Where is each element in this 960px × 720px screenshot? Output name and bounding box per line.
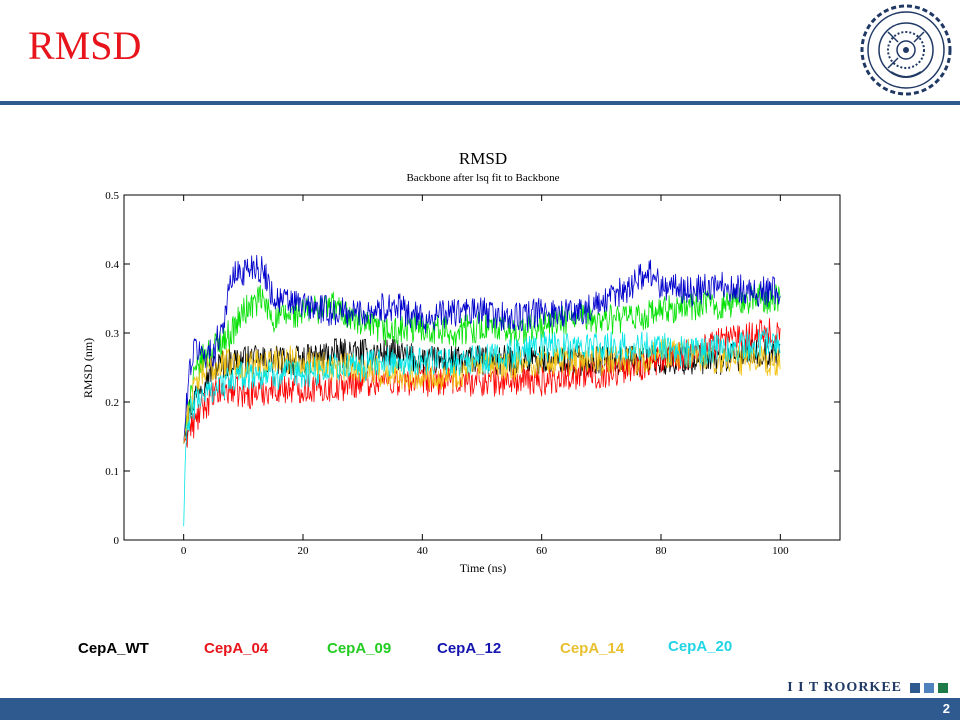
legend-label-cepa-04: CepA_04 (204, 640, 269, 657)
plot-frame (123, 194, 841, 541)
iit-roorkee-logo (858, 2, 954, 98)
x-tick-label: 60 (536, 545, 548, 557)
slide-title: RMSD (28, 23, 142, 68)
y-tick-label: 0.5 (105, 190, 119, 202)
page-number: 2 (942, 701, 950, 716)
legend-label-cepa-20: CepA_20 (668, 638, 733, 655)
brand-square-2 (924, 683, 934, 693)
legend-label-cepa-wt: CepA_WT (78, 640, 149, 657)
legend-label-cepa-09: CepA_09 (327, 640, 392, 657)
x-tick-label: 40 (417, 545, 429, 557)
y-tick-label: 0.2 (105, 397, 119, 409)
series-line-cepa-20 (183, 327, 781, 527)
chart-subtitle: Backbone after lsq fit to Backbone (406, 172, 559, 184)
x-axis-label: Time (ns) (460, 561, 507, 575)
y-tick-label: 0.1 (105, 466, 119, 478)
chart-title: RMSD (459, 149, 507, 168)
brand-square-3 (938, 683, 948, 693)
y-tick-label: 0 (114, 535, 120, 547)
y-tick-label: 0.3 (105, 328, 119, 340)
logo-emblem-icon (860, 4, 952, 96)
y-axis-label: RMSD (nm) (81, 338, 95, 398)
x-tick-label: 20 (298, 545, 310, 557)
series-line-cepa-12 (183, 254, 781, 444)
legend-label-cepa-14: CepA_14 (560, 640, 625, 657)
legend-label-cepa-12: CepA_12 (437, 640, 502, 657)
brand-square-1 (910, 683, 920, 693)
x-tick-label: 100 (772, 545, 789, 557)
y-tick-label: 0.4 (105, 259, 119, 271)
x-tick-label: 80 (656, 545, 668, 557)
footer-bar: 2 (0, 698, 960, 720)
brand-text: I I T ROORKEE (787, 680, 902, 695)
iit-roorkee-brand: I I T ROORKEE (787, 680, 948, 696)
x-tick-label: 0 (181, 545, 187, 557)
series-line-cepa-09 (183, 283, 781, 444)
header-divider (0, 101, 960, 105)
rmsd-line-chart: RMSD Backbone after lsq fit to Backbone … (81, 149, 841, 575)
